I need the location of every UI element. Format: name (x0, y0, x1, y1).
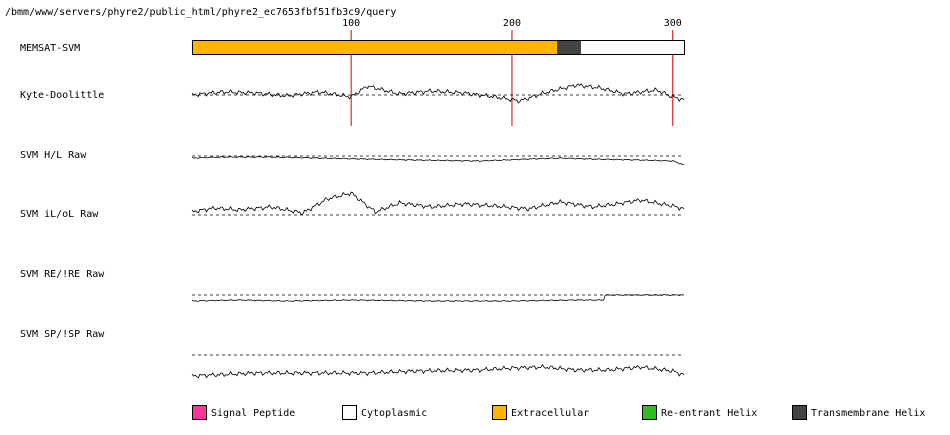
legend-label: Signal Peptide (211, 408, 295, 419)
legend-label: Extracellular (511, 408, 589, 419)
track-label: SVM iL/oL Raw (20, 209, 99, 220)
chart-title: /bmm/www/servers/phyre2/public_html/phyr… (5, 7, 396, 18)
topology-segment-transmembrane-helix (556, 40, 582, 55)
legend-label: Re-entrant Helix (661, 408, 757, 419)
tick-label: 100 (342, 18, 360, 29)
tick-label: 300 (664, 18, 682, 29)
profile-line (191, 293, 685, 303)
track-label: SVM H/L Raw (20, 150, 87, 161)
profile-line (191, 155, 685, 166)
topology-segment-cytoplasmic (581, 40, 684, 55)
x-axis-ticks: 100 200 300 (342, 18, 682, 126)
track-label: Kyte-Doolittle (20, 90, 104, 101)
profile-line (191, 191, 685, 216)
track-label: SVM RE/!RE Raw (20, 269, 105, 280)
legend: Signal Peptide Cytoplasmic Extracellular Re… (192, 405, 925, 420)
legend-swatch (342, 405, 357, 420)
legend-swatch (792, 405, 807, 420)
profile-line (191, 83, 685, 104)
track-label: MEMSAT-SVM (20, 43, 80, 54)
legend-swatch (492, 405, 507, 420)
tick-label: 200 (503, 18, 521, 29)
legend-label: Transmembrane Helix (811, 408, 925, 419)
track-area: MEMSAT-SVM Kyte-Doolittle SVM H/L Raw SVM i… (20, 40, 685, 379)
topology-segment-extracellular (192, 40, 557, 55)
legend-swatch (642, 405, 657, 420)
legend-label: Cytoplasmic (361, 408, 427, 419)
legend-swatch (192, 405, 207, 420)
topology-bar-border (192, 40, 685, 55)
track-label: SVM SP/!SP Raw (20, 329, 105, 340)
profile-line (191, 363, 685, 379)
